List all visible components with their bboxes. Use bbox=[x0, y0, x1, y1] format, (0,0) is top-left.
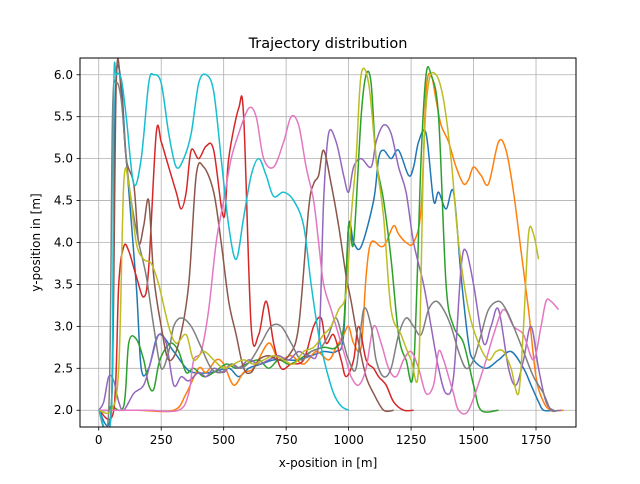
trajectory-line-3 bbox=[98, 66, 499, 413]
x-tick-label: 1250 bbox=[396, 433, 427, 447]
x-axis-title: x-position in [m] bbox=[279, 456, 378, 470]
y-tick-label: 3.5 bbox=[54, 277, 73, 291]
x-tick-label: 750 bbox=[275, 433, 298, 447]
y-tick-label: 5.5 bbox=[54, 110, 73, 124]
trajectory-line-9 bbox=[98, 67, 540, 415]
x-tick-label: 1000 bbox=[333, 433, 364, 447]
grid-layer bbox=[80, 58, 576, 427]
trajectory-line-5 bbox=[98, 124, 562, 412]
y-axis-title: y-position in [m] bbox=[29, 193, 43, 291]
y-tick-label: 4.0 bbox=[54, 236, 73, 250]
trajectory-line-10 bbox=[97, 61, 349, 427]
ticks-layer: 0 250 500 750 1000 1250 1500 1750 2.0 2.5 3.0 3.5 4.… bbox=[54, 68, 551, 447]
trajectory-line-4 bbox=[98, 95, 414, 421]
x-tick-label: 250 bbox=[150, 433, 173, 447]
y-tick-label: 5.0 bbox=[54, 152, 73, 166]
x-tick-label: 500 bbox=[212, 433, 235, 447]
y-tick-label: 2.0 bbox=[54, 403, 73, 417]
y-tick-label: 3.0 bbox=[54, 319, 73, 333]
series-layer bbox=[97, 58, 564, 427]
trajectory-line-7 bbox=[98, 106, 560, 415]
trajectory-line-8 bbox=[97, 79, 559, 427]
x-tick-label: 0 bbox=[95, 433, 103, 447]
chart-title: Trajectory distribution bbox=[248, 36, 408, 52]
x-tick-label: 1750 bbox=[521, 433, 552, 447]
trajectory-line-2 bbox=[98, 72, 564, 413]
y-tick-label: 4.5 bbox=[54, 194, 73, 208]
y-tick-label: 6.0 bbox=[54, 68, 73, 82]
y-tick-label: 2.5 bbox=[54, 361, 73, 375]
x-tick-label: 1500 bbox=[458, 433, 489, 447]
